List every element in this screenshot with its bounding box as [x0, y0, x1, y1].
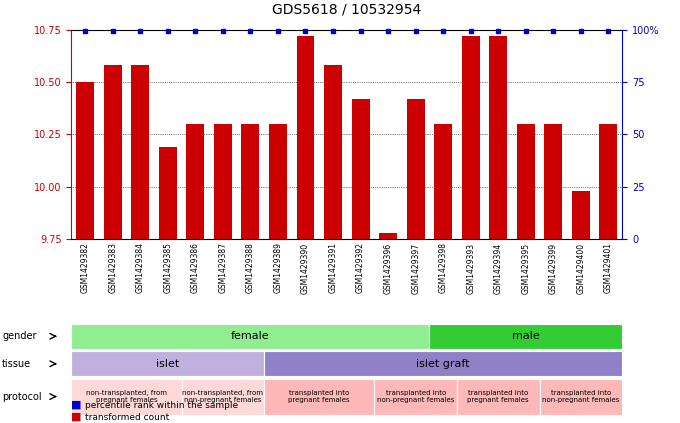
Bar — [352, 99, 369, 239]
Bar — [214, 124, 232, 239]
Text: transplanted into
non-pregnant females: transplanted into non-pregnant females — [377, 390, 454, 403]
Text: GSM1429387: GSM1429387 — [218, 242, 227, 294]
Bar — [269, 124, 287, 239]
Bar — [241, 124, 259, 239]
Text: islet graft: islet graft — [416, 359, 470, 369]
Bar — [517, 124, 534, 239]
Text: GSM1429389: GSM1429389 — [273, 242, 282, 294]
Text: GSM1429398: GSM1429398 — [439, 242, 447, 294]
Text: percentile rank within the sample: percentile rank within the sample — [85, 401, 238, 410]
Text: GSM1429393: GSM1429393 — [466, 242, 475, 294]
Bar — [379, 233, 397, 239]
Bar — [572, 191, 590, 239]
Text: islet: islet — [156, 359, 180, 369]
Bar — [435, 124, 452, 239]
Text: GSM1429384: GSM1429384 — [136, 242, 145, 294]
Text: female: female — [231, 331, 270, 341]
Text: GSM1429382: GSM1429382 — [81, 242, 90, 293]
Bar — [104, 65, 122, 239]
Text: GSM1429385: GSM1429385 — [163, 242, 172, 294]
Text: male: male — [512, 331, 540, 341]
Text: GSM1429400: GSM1429400 — [577, 242, 585, 294]
Bar — [131, 65, 149, 239]
Text: GSM1429386: GSM1429386 — [191, 242, 200, 294]
Text: ■: ■ — [71, 412, 82, 422]
Text: protocol: protocol — [2, 392, 41, 401]
Text: non-transplanted, from
non-pregnant females: non-transplanted, from non-pregnant fema… — [182, 390, 263, 403]
Text: GSM1429395: GSM1429395 — [522, 242, 530, 294]
Text: GSM1429390: GSM1429390 — [301, 242, 310, 294]
Text: GSM1429397: GSM1429397 — [411, 242, 420, 294]
Text: transplanted into
pregnant females: transplanted into pregnant females — [288, 390, 350, 403]
Bar — [186, 124, 204, 239]
Text: GSM1429388: GSM1429388 — [246, 242, 255, 293]
Text: ■: ■ — [71, 400, 82, 410]
Bar — [159, 147, 177, 239]
Bar — [600, 124, 617, 239]
Bar — [462, 36, 479, 239]
Text: GSM1429394: GSM1429394 — [494, 242, 503, 294]
Bar — [407, 99, 424, 239]
Bar — [545, 124, 562, 239]
Text: GSM1429392: GSM1429392 — [356, 242, 365, 294]
Text: GSM1429396: GSM1429396 — [384, 242, 392, 294]
Text: transplanted into
non-pregnant females: transplanted into non-pregnant females — [542, 390, 619, 403]
Text: tissue: tissue — [2, 359, 31, 369]
Text: transformed count: transformed count — [85, 413, 169, 422]
Text: GSM1429399: GSM1429399 — [549, 242, 558, 294]
Text: GDS5618 / 10532954: GDS5618 / 10532954 — [272, 2, 422, 16]
Text: transplanted into
pregnant females: transplanted into pregnant females — [467, 390, 529, 403]
Bar — [324, 65, 342, 239]
Text: GSM1429383: GSM1429383 — [108, 242, 117, 294]
Bar — [490, 36, 507, 239]
Text: non-transplanted, from
pregnant females: non-transplanted, from pregnant females — [86, 390, 167, 403]
Text: GSM1429391: GSM1429391 — [328, 242, 337, 294]
Bar — [296, 36, 314, 239]
Text: gender: gender — [2, 331, 37, 341]
Text: GSM1429401: GSM1429401 — [604, 242, 613, 294]
Bar — [76, 82, 94, 239]
